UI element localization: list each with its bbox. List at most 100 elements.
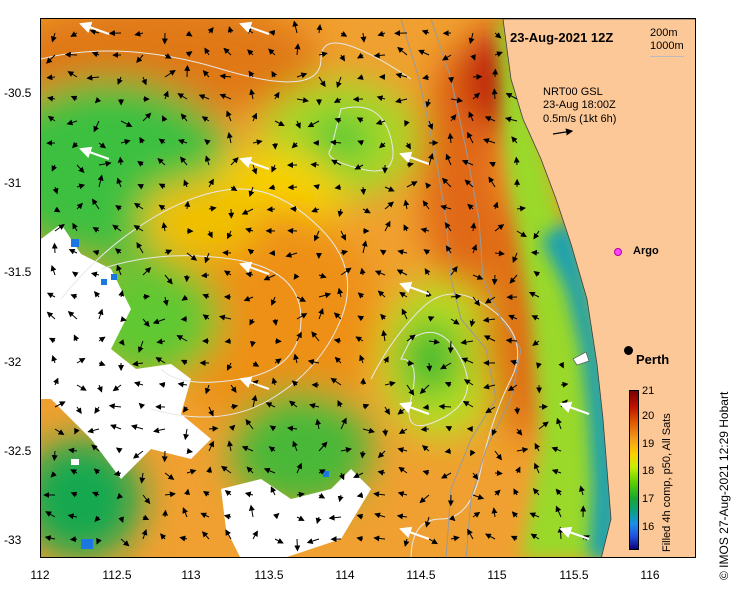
colorbar-title: Filled 4h comp, p50, All Sats [661,413,673,552]
sst-map[interactable] [40,18,696,558]
current-vector [292,20,299,34]
current-vector [73,334,80,342]
y-tick-32: -32 [4,355,22,369]
current-vector [249,318,255,326]
y-tick-32.5: -32.5 [4,444,32,458]
current-vector [296,72,308,79]
current-vector [226,132,233,144]
current-vector [86,74,100,81]
current-vector [183,179,189,188]
current-vector [485,406,496,414]
current-vector [468,32,475,45]
current-vector [70,491,78,498]
current-vector [536,362,542,369]
current-vector [362,403,370,410]
current-vector [53,206,61,213]
current-vector [116,492,124,500]
current-vector [285,251,298,258]
perth-marker[interactable] [624,346,633,355]
current-vector [180,359,188,366]
current-vector [356,513,364,520]
current-vector [428,153,434,166]
current-vector [93,468,101,475]
current-vector [218,314,232,321]
current-vector [93,291,101,298]
current-vector [426,362,433,372]
current-vector [45,511,56,518]
shelf-band [496,19,611,557]
current-vector [162,296,169,307]
current-vector [90,271,100,278]
current-vector [141,76,147,86]
y-tick-33: -33 [4,533,22,547]
isobath-legend-line [650,56,684,57]
current-vector [94,406,101,414]
current-vector [142,112,152,122]
wind-arrows [79,21,590,540]
current-vector [424,268,431,276]
current-vector [315,418,322,430]
current-vector [291,142,299,149]
current-vector [427,120,434,130]
current-vector [404,120,410,127]
current-vector [271,377,278,386]
current-vector [340,417,347,430]
current-vector [294,538,301,552]
current-vector [384,380,396,387]
current-vector [419,494,430,504]
current-vector [468,111,474,122]
current-vector [185,51,193,58]
current-vector [441,472,452,479]
current-vector [488,176,496,188]
current-vector [377,450,386,459]
current-vector [142,514,150,521]
argo-float-marker[interactable] [614,248,622,256]
current-vector [447,132,454,144]
current-vector [318,441,328,452]
current-vector [514,466,521,474]
current-vector [72,222,78,232]
current-vector [516,447,529,453]
current-vector [530,533,540,540]
current-vector [93,120,100,133]
current-vector [295,120,301,129]
current-vector [202,490,210,497]
current-vector [311,206,320,213]
wind-arrow [399,281,430,295]
current-vector [68,447,78,454]
current-vector [133,381,144,387]
wind-arrow [239,156,270,170]
current-vector [467,203,474,210]
current-vector [139,136,146,144]
current-vector [177,381,188,388]
current-vector [442,54,452,61]
current-vector [247,248,255,255]
current-vector [134,30,144,37]
current-vector [531,315,540,321]
current-vector [139,472,146,484]
current-vector [246,466,254,474]
current-vector [110,424,122,430]
current-vector [485,533,496,540]
current-vector [328,514,342,521]
current-vector [357,74,364,80]
current-vector [403,538,410,547]
current-vector [181,294,189,301]
current-vector [265,402,276,408]
current-vector [248,186,255,198]
current-vector [51,355,58,364]
current-vector [340,267,352,276]
current-vector [50,264,57,276]
current-vector [381,329,388,342]
current-vector [158,204,166,211]
current-vector [354,164,364,170]
x-tick-113: 113 [181,568,201,582]
current-vector [96,537,102,545]
x-tick-115.5: 115.5 [559,568,589,582]
current-vector [120,120,133,127]
current-vector [97,308,104,320]
x-tick-116: 116 [640,568,660,582]
current-vector [357,292,365,299]
current-vector [67,311,78,320]
current-vector [269,425,277,432]
